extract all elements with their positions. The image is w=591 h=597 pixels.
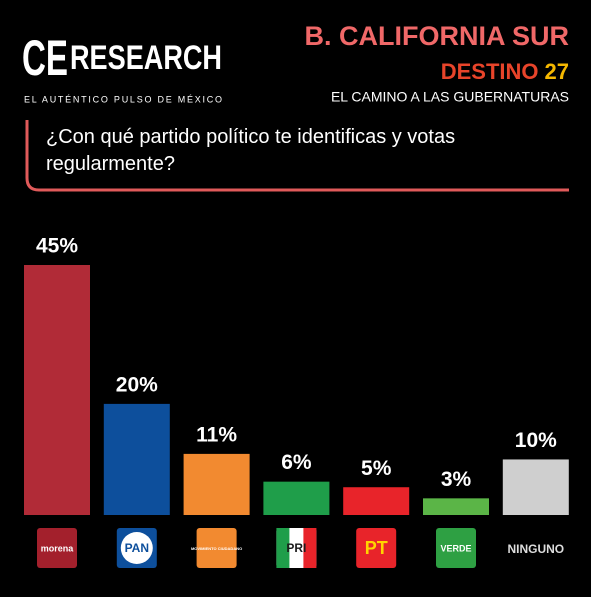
- logo-circle: [120, 532, 153, 564]
- value-label: 6%: [281, 451, 312, 474]
- value-label: 20%: [116, 373, 158, 396]
- bar: [423, 498, 489, 515]
- bar: [24, 265, 90, 515]
- series-name: DESTINO: [441, 59, 539, 84]
- logo-stripe: [276, 528, 290, 568]
- brand-tagline: EL AUTÉNTICO PULSO DE MÉXICO: [24, 94, 224, 104]
- category-label: PRI: [286, 541, 306, 555]
- category-label: MOVIMIENTO CIUDADANO: [191, 546, 242, 551]
- bar: [343, 487, 410, 515]
- plot: 45% morena 20% PAN 11% MOVIMIENTO CIUDADANO 6%…: [24, 235, 569, 568]
- question-frame: [25, 120, 569, 192]
- party-logo: [37, 528, 77, 568]
- value-label: 10%: [515, 429, 557, 452]
- value-label: 3%: [441, 468, 472, 491]
- series-number: 27: [545, 59, 569, 84]
- category-label: morena: [41, 543, 75, 553]
- party-logo: [196, 528, 237, 568]
- category-label: VERDE: [440, 543, 471, 553]
- bar: [263, 481, 330, 515]
- logo-stripe: [303, 528, 317, 568]
- category-label: PAN: [125, 541, 149, 555]
- category-label: PT: [365, 538, 388, 558]
- bar: [103, 403, 170, 515]
- party-logo: [356, 528, 397, 568]
- brand-research: RESEARCH: [70, 39, 222, 77]
- value-label: 5%: [361, 457, 392, 480]
- bar: [502, 459, 569, 515]
- series-heading: DESTINO 27: [441, 59, 569, 84]
- category-label: NINGUNO: [507, 542, 564, 556]
- region-title: B. CALIFORNIA SUR: [305, 21, 570, 51]
- subtitle: EL CAMINO A LAS GUBERNATURAS: [331, 89, 569, 105]
- party-logo: [436, 528, 476, 568]
- value-label: 45%: [36, 235, 78, 258]
- bar: [183, 453, 250, 515]
- question-box: ¿Con qué partido político te identificas…: [46, 126, 456, 175]
- value-label: 11%: [196, 423, 237, 446]
- chart-title: ¿Con qué partido político te identificas…: [46, 126, 456, 175]
- brand-ce: CE: [22, 30, 68, 86]
